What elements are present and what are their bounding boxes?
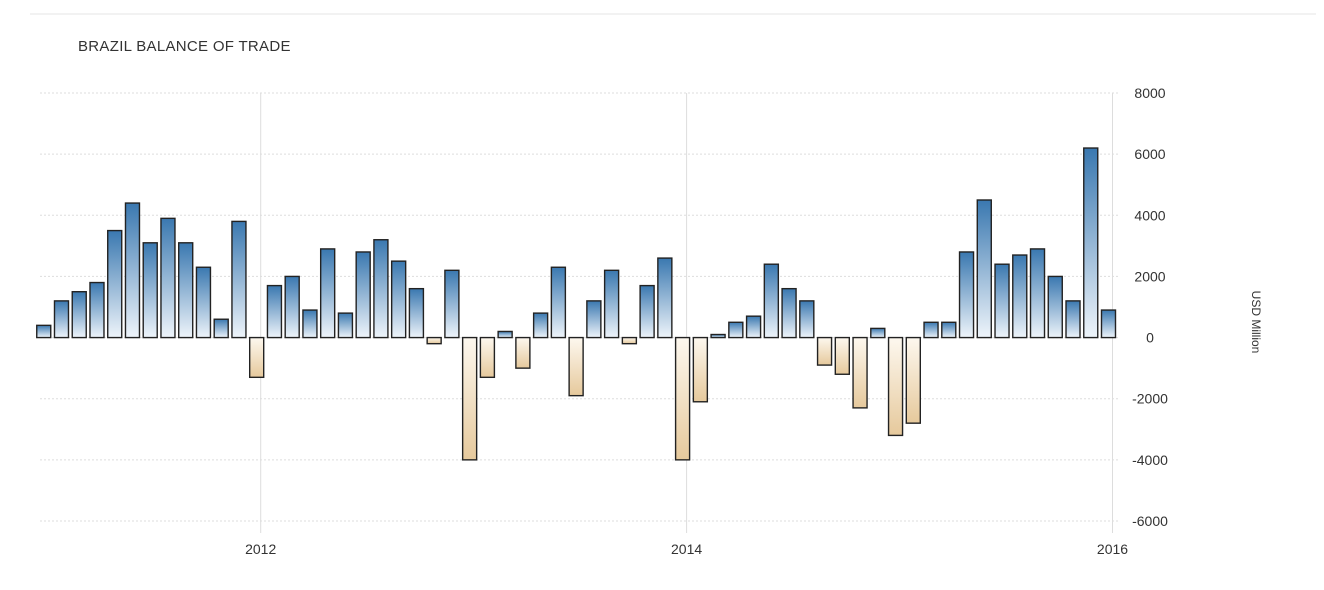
y-tick-label: 8000 [1134, 85, 1165, 101]
y-axis-label: USD Million [1249, 291, 1263, 354]
bar-2012-02 [266, 284, 283, 339]
bar-2012-10 [408, 287, 425, 339]
bar-2013-11 [639, 284, 655, 339]
y-tick-label: -6000 [1132, 513, 1168, 529]
bar-2015-04 [941, 321, 957, 339]
bar-2014-10 [834, 336, 851, 375]
bar-2015-06 [976, 199, 992, 339]
bar-2014-11 [852, 336, 868, 409]
bar-2011-10 [195, 266, 212, 339]
bar-2014-04 [728, 321, 744, 339]
bar-2013-05 [532, 312, 549, 339]
bar-2011-06 [124, 202, 141, 339]
y-tick-label: -4000 [1132, 452, 1168, 468]
bar-2012-03 [284, 275, 300, 339]
bar-2013-06 [550, 266, 567, 339]
bar-2011-01 [36, 324, 52, 339]
bar-2015-07 [994, 263, 1010, 339]
y-tick-label: 6000 [1134, 146, 1165, 162]
bar-2014-07 [781, 287, 797, 339]
axis-layer: 8000 6000 4000 2000 0 -2000 -4000 -6000 2012 2014… [245, 85, 1263, 557]
bar-2013-07 [568, 336, 584, 397]
bar-2012-04 [302, 309, 318, 339]
y-tick-label: 2000 [1134, 268, 1165, 284]
bar-2013-02 [479, 336, 496, 379]
bar-2015-12 [1083, 147, 1099, 339]
bar-2013-03 [497, 330, 513, 339]
bar-2015-03 [923, 321, 939, 339]
bar-2011-05 [107, 229, 123, 339]
bar-2011-07 [142, 242, 158, 339]
y-tick-label: 4000 [1134, 207, 1165, 223]
bar-2012-07 [355, 251, 371, 339]
bar-layer [36, 147, 1117, 461]
bar-2014-08 [799, 300, 815, 339]
bar-2013-04 [515, 336, 531, 369]
bar-2014-03 [710, 333, 726, 339]
bar-2012-08 [373, 239, 389, 339]
bar-2015-01 [887, 336, 904, 437]
bar-2011-12 [231, 220, 247, 339]
bar-2014-05 [745, 315, 762, 339]
bar-2016-01 [1100, 309, 1117, 339]
chart-title: BRAZIL BALANCE OF TRADE [78, 38, 291, 55]
bar-2011-08 [160, 217, 176, 339]
bar-2012-06 [337, 312, 354, 339]
bar-2015-02 [905, 336, 921, 424]
bar-2013-08 [586, 300, 602, 339]
bar-2011-11 [213, 318, 229, 339]
bar-2015-08 [1012, 254, 1028, 339]
bar-2014-12 [870, 327, 886, 339]
bar-2012-12 [444, 269, 460, 339]
bar-2011-09 [178, 242, 194, 339]
bar-2011-03 [71, 291, 87, 339]
bar-2014-09 [816, 336, 833, 366]
bar-2011-04 [89, 281, 105, 339]
x-tick-label: 2012 [245, 541, 276, 557]
x-tick-label: 2014 [671, 541, 702, 557]
bar-2015-05 [958, 251, 975, 339]
bar-2015-11 [1065, 300, 1081, 339]
bar-2011-02 [53, 300, 70, 339]
x-tick-label: 2016 [1097, 541, 1128, 557]
bar-2012-05 [319, 248, 336, 339]
bar-2012-09 [390, 260, 407, 339]
bar-2015-09 [1029, 248, 1046, 339]
bar-2013-01 [461, 336, 478, 461]
bar-2013-10 [621, 336, 638, 345]
bar-2014-01 [674, 336, 691, 461]
bar-2015-10 [1047, 275, 1063, 339]
y-tick-label: 0 [1146, 330, 1154, 346]
y-tick-label: -2000 [1132, 391, 1168, 407]
bar-2012-11 [426, 336, 442, 345]
bar-2014-06 [763, 263, 780, 339]
bar-2013-12 [657, 257, 673, 339]
bar-2013-09 [603, 269, 620, 339]
bar-2014-02 [692, 336, 709, 403]
bar-2012-01 [248, 336, 265, 379]
